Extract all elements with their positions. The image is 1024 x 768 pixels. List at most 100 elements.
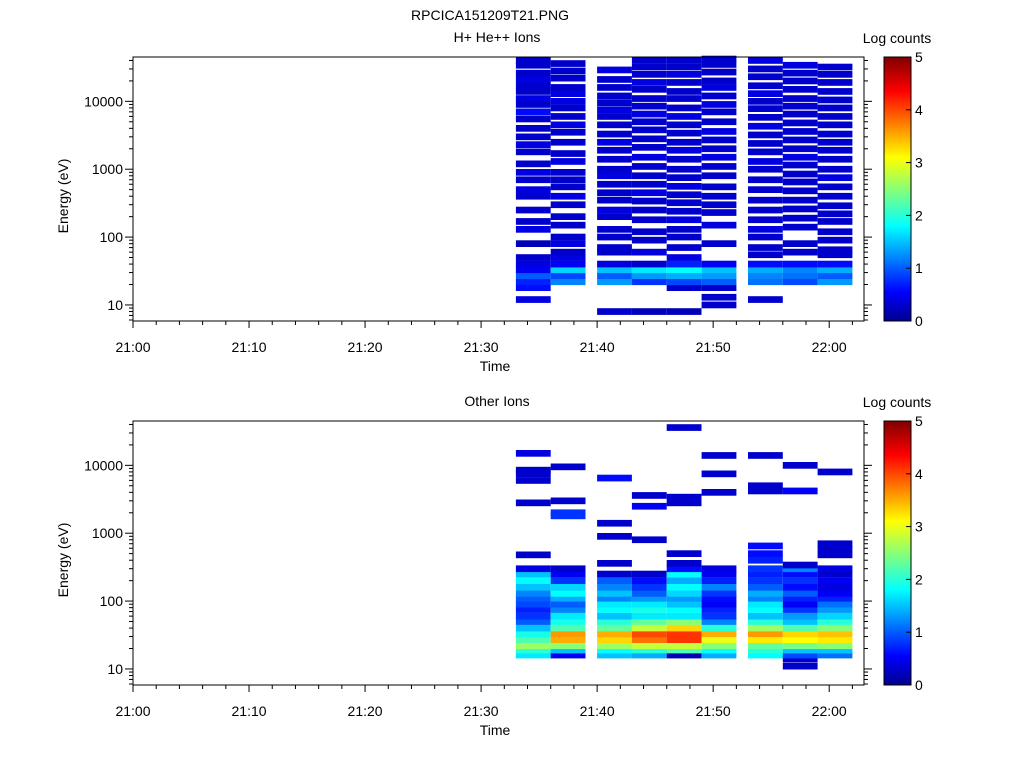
heatmap-cell [597, 66, 632, 74]
heatmap-cell [701, 489, 737, 496]
colorbar-tick-label: 0 [915, 677, 923, 693]
heatmap-cell [515, 160, 551, 168]
heatmap-cell [748, 251, 783, 259]
heatmap-cell [515, 218, 551, 225]
heatmap-cell [515, 141, 551, 148]
heatmap-cell [748, 624, 783, 632]
heatmap-cell [515, 642, 551, 650]
panel-2-ylabel: Energy (eV) [55, 523, 71, 598]
heatmap-cell [550, 600, 586, 608]
heatmap-cell [701, 293, 737, 301]
heatmap-cell [782, 153, 818, 161]
heatmap-cell [701, 55, 737, 63]
heatmap-cell [817, 138, 853, 146]
panel-1-title: H+ He++ Ions [454, 29, 541, 45]
heatmap-cell [817, 146, 853, 154]
heatmap-cell [782, 86, 818, 93]
heatmap-cell [748, 206, 783, 214]
heatmap-cell [631, 189, 667, 197]
heatmap-cell [631, 118, 667, 126]
heatmap-cell [701, 646, 737, 654]
heatmap-cell [597, 266, 632, 274]
heatmap-cell [631, 570, 667, 578]
heatmap-cell [550, 201, 586, 209]
heatmap-cell [782, 102, 818, 110]
heatmap-cell [666, 560, 702, 567]
heatmap-cell [748, 90, 783, 97]
heatmap-cell [666, 600, 702, 608]
heatmap-cell [701, 618, 737, 625]
heatmap-cell [748, 260, 783, 268]
heatmap-cell [515, 450, 551, 457]
heatmap-cell [701, 636, 737, 643]
heatmap-cell [782, 278, 818, 286]
heatmap-cell [782, 636, 818, 643]
heatmap-cell [515, 551, 551, 559]
heatmap-cell [597, 130, 632, 138]
heatmap-cell [748, 140, 783, 147]
heatmap-cell [748, 606, 783, 613]
heatmap-cell [515, 125, 551, 132]
colorbar-tick-label: 5 [915, 49, 923, 65]
heatmap-cell [666, 272, 702, 279]
heatmap-cell [550, 463, 586, 471]
y-tick-label: 100 [100, 593, 124, 609]
heatmap-cell [748, 630, 783, 638]
heatmap-cell [550, 278, 586, 286]
heatmap-cell [782, 161, 818, 169]
heatmap-cell [666, 113, 702, 120]
heatmap-cell [631, 228, 667, 236]
heatmap-cell [597, 278, 632, 286]
heatmap-cell [631, 624, 667, 632]
heatmap-cell [631, 594, 667, 602]
heatmap-cell [701, 163, 737, 170]
heatmap-cell [666, 104, 702, 112]
heatmap-cell [782, 61, 818, 69]
heatmap-cell [550, 169, 586, 176]
heatmap-cell [666, 493, 702, 501]
heatmap-cell [701, 92, 737, 100]
heatmap-cell [748, 148, 783, 156]
heatmap-cell [631, 180, 667, 188]
heatmap-cell [550, 248, 586, 256]
heatmap-cell [782, 69, 818, 77]
colorbar-tick-label: 1 [915, 260, 923, 276]
heatmap-cell [666, 618, 702, 625]
heatmap-cell [515, 148, 551, 156]
heatmap-cell [748, 550, 783, 557]
panel-1-colorbar: 0 1 2 3 4 5 [883, 49, 923, 329]
heatmap-cell [666, 266, 702, 274]
heatmap-cell [817, 612, 853, 620]
heatmap-cell [701, 301, 737, 309]
heatmap-cell [666, 651, 702, 659]
heatmap-cell [748, 452, 783, 459]
heatmap-cell [631, 197, 667, 205]
colorbar-tick-label: 4 [915, 102, 923, 118]
heatmap-cell [597, 590, 632, 597]
x-tick-label: 22:00 [812, 339, 847, 355]
heatmap-cell [666, 63, 702, 71]
heatmap-cell [515, 254, 551, 261]
heatmap-cell [631, 272, 667, 279]
heatmap-cell [782, 170, 818, 178]
heatmap-cell [748, 278, 783, 286]
heatmap-cell [817, 551, 853, 559]
heatmap-cell [666, 155, 702, 163]
heatmap-cell [550, 233, 586, 241]
heatmap-cell [782, 612, 818, 620]
colorbar-tick-label: 1 [915, 624, 923, 640]
x-tick-label: 21:20 [348, 703, 383, 719]
heatmap-cell [748, 216, 783, 224]
heatmap-cell [631, 612, 667, 620]
heatmap-cell [631, 308, 667, 315]
heatmap-cell [631, 248, 667, 256]
heatmap-cell [631, 646, 667, 654]
heatmap-cell [666, 165, 702, 173]
heatmap-cell [701, 201, 737, 209]
heatmap-cell [782, 266, 818, 274]
heatmap-cell [631, 95, 667, 102]
heatmap-cell [666, 583, 702, 591]
heatmap-cell [550, 272, 586, 279]
heatmap-cell [631, 172, 667, 180]
heatmap-cell [597, 172, 632, 180]
